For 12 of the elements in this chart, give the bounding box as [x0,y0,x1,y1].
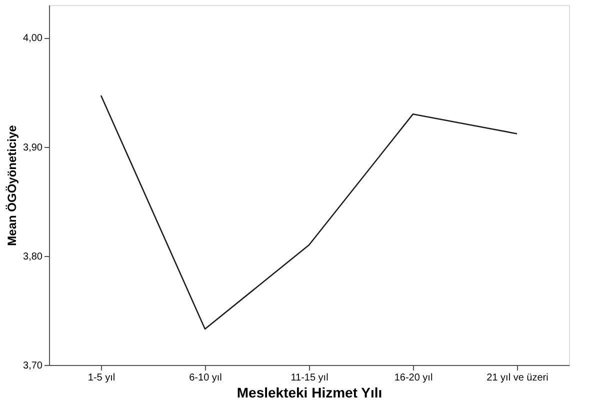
y-axis-title: Mean ÖGÖyöneticiye [5,124,20,246]
x-tick-label: 6-10 yıl [189,372,222,384]
x-tick-label: 1-5 yıl [88,372,116,384]
x-axis-title: Meslekteki Hizmet Yılı [236,384,382,400]
line-series [100,94,518,330]
y-tick-label: 3,70 [23,360,43,372]
y-tick-label: 4,00 [23,33,43,44]
y-tick-label: 3,90 [23,142,43,154]
x-tick-label: 11-15 yıl [290,372,328,384]
x-tick-label: 21 yıl ve üzeri [486,372,548,384]
y-tick-label: 3,80 [23,251,43,262]
x-tick-label: 16-20 yıl [394,372,433,384]
